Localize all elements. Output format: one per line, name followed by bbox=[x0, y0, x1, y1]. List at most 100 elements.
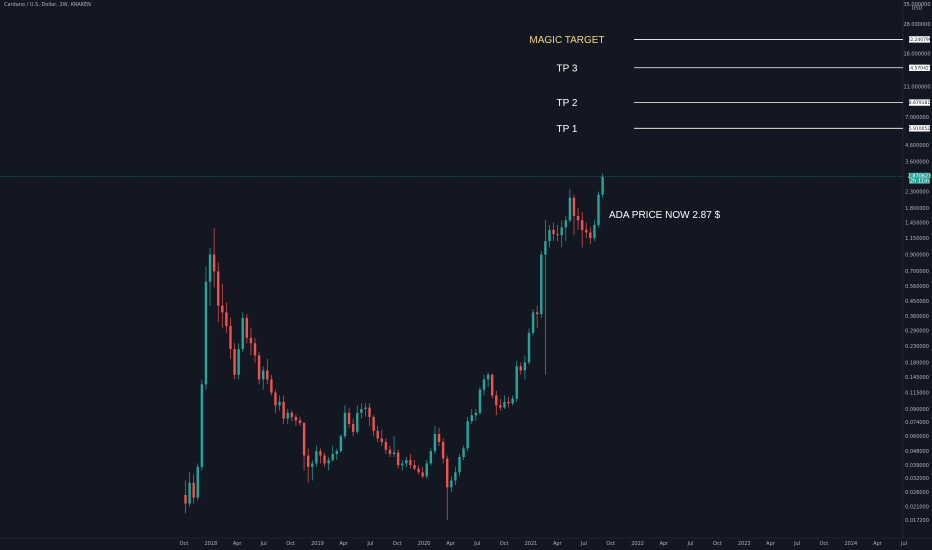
candle-body bbox=[184, 494, 187, 504]
x-tick-label: Oct bbox=[393, 541, 402, 547]
candle-body bbox=[564, 220, 568, 228]
candles-group bbox=[184, 173, 604, 520]
candle-body bbox=[335, 451, 339, 455]
price-now-annotation: ADA PRICE NOW 2.87 $ bbox=[609, 210, 721, 221]
candle-body bbox=[372, 416, 375, 431]
y-tick-label: 2.300000 bbox=[905, 189, 929, 195]
candle-body bbox=[601, 176, 604, 195]
candle-body bbox=[356, 412, 359, 432]
candle-body bbox=[576, 215, 580, 221]
candle-body bbox=[380, 438, 383, 443]
x-tick-label: Oct bbox=[500, 541, 509, 547]
candle-body bbox=[311, 463, 314, 467]
candle-body bbox=[519, 366, 523, 371]
target-price-label: 14.570427 bbox=[907, 65, 931, 71]
candle-body bbox=[425, 463, 428, 477]
y-tick-label: 7.000000 bbox=[905, 115, 929, 121]
candle-body bbox=[360, 408, 363, 413]
x-tick-label: Jul bbox=[473, 541, 480, 547]
y-tick-label: 0.048000 bbox=[905, 449, 929, 455]
target-price-label: 5.910052 bbox=[909, 126, 931, 132]
x-tick-label: Apr bbox=[233, 541, 243, 547]
candle-body bbox=[245, 317, 249, 338]
candle-body bbox=[319, 451, 322, 456]
target-price-label-box bbox=[909, 99, 930, 106]
candle-body bbox=[462, 448, 465, 457]
candle-body bbox=[290, 412, 294, 417]
candle-body bbox=[589, 232, 592, 239]
candle-body bbox=[347, 412, 351, 424]
x-tick-label: 2019 bbox=[311, 541, 324, 547]
candle-body bbox=[200, 384, 204, 467]
candle-body bbox=[188, 482, 191, 504]
y-tick-label: 1.150000 bbox=[905, 236, 929, 242]
candle-body bbox=[376, 430, 379, 439]
candle-body bbox=[540, 254, 543, 315]
candle-body bbox=[351, 423, 355, 432]
candle-body bbox=[503, 401, 506, 408]
candle-body bbox=[278, 401, 281, 406]
candle-body bbox=[429, 451, 433, 464]
y-tick-label: 0.560000 bbox=[905, 284, 929, 290]
x-tick-label: Apr bbox=[339, 541, 349, 547]
y-tick-label: 11.000000 bbox=[903, 84, 930, 90]
x-tick-label: Apr bbox=[553, 541, 563, 547]
target-annotation: TP 1 bbox=[557, 124, 578, 135]
y-tick-label: 0.700000 bbox=[905, 269, 929, 275]
y-tick-label: 18.000000 bbox=[903, 51, 930, 57]
candle-body bbox=[556, 234, 559, 236]
candle-body bbox=[535, 312, 539, 315]
candle-body bbox=[454, 472, 457, 481]
y-tick-label: 0.450000 bbox=[905, 299, 929, 305]
candle-body bbox=[298, 420, 302, 424]
candle-body bbox=[339, 436, 343, 452]
candle-body bbox=[331, 454, 334, 461]
y-tick-label: 1.450000 bbox=[905, 220, 929, 226]
y-tick-label: 0.021000 bbox=[905, 504, 929, 510]
candle-body bbox=[417, 468, 420, 473]
candle-body bbox=[233, 349, 236, 375]
candle-body bbox=[441, 442, 445, 459]
current-price-label-box bbox=[909, 172, 930, 184]
x-tick-label: Oct bbox=[180, 541, 189, 547]
candle-body bbox=[261, 370, 265, 380]
price-axis-panel bbox=[903, 0, 932, 550]
candle-body bbox=[511, 398, 514, 404]
candle-body bbox=[282, 401, 285, 419]
target-price-label: 8.679181 bbox=[909, 100, 931, 106]
y-tick-label: 35.000000 bbox=[903, 2, 930, 8]
y-tick-label: 28.000000 bbox=[903, 22, 930, 28]
candle-body bbox=[315, 451, 318, 464]
y-tick-label: 0.060000 bbox=[905, 434, 929, 440]
candle-body bbox=[384, 442, 388, 450]
candle-body bbox=[597, 194, 600, 225]
x-tick-label: Jul bbox=[793, 541, 800, 547]
y-tick-label: 0.090000 bbox=[905, 407, 929, 413]
candle-body bbox=[474, 412, 478, 416]
candle-body bbox=[253, 343, 257, 356]
x-tick-label: Jul bbox=[900, 541, 907, 547]
candle-body bbox=[225, 312, 228, 327]
chart-header: Cardano / U.S. Dollar, 2W, KRAKEN bbox=[4, 2, 91, 8]
y-tick-label: 0.360000 bbox=[905, 314, 929, 320]
target-annotation: MAGIC TARGET bbox=[529, 35, 604, 46]
y-tick-label: 0.900000 bbox=[905, 252, 929, 258]
y-tick-label: 3.600000 bbox=[905, 159, 929, 165]
candle-body bbox=[450, 480, 453, 488]
candle-body bbox=[364, 407, 367, 409]
x-tick-label: 2022 bbox=[631, 541, 644, 547]
candle-body bbox=[217, 271, 220, 306]
x-tick-label: Oct bbox=[713, 541, 722, 547]
x-tick-label: Oct bbox=[286, 541, 295, 547]
y-tick-label: 1.800000 bbox=[905, 206, 929, 212]
candle-body bbox=[466, 421, 469, 449]
x-tick-label: Jul bbox=[686, 541, 693, 547]
target-annotation: TP 3 bbox=[557, 63, 578, 74]
candle-body bbox=[392, 452, 396, 455]
x-tick-label: 2018 bbox=[205, 541, 218, 547]
candle-body bbox=[405, 460, 408, 464]
candle-body bbox=[294, 416, 298, 421]
x-tick-label: Jul bbox=[580, 541, 587, 547]
candle-body bbox=[257, 355, 261, 380]
